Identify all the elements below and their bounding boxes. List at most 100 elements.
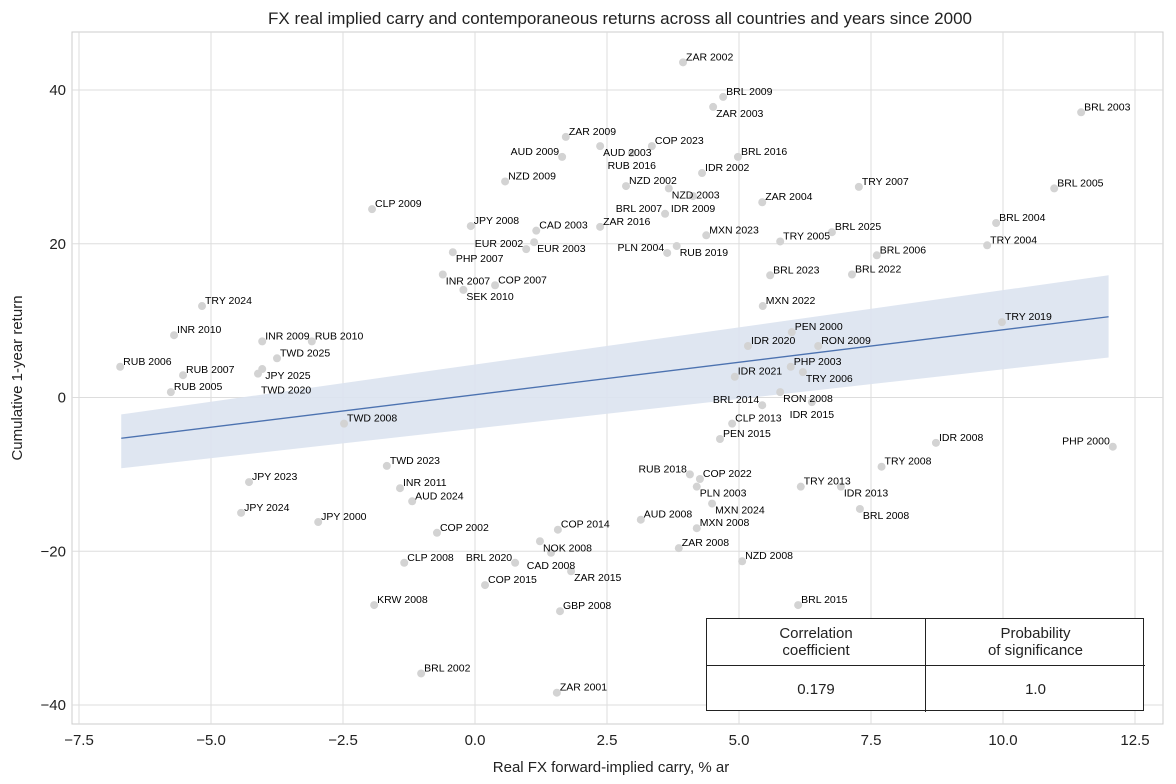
point-label: IDR 2020 xyxy=(751,335,796,347)
point-label: PLN 2004 xyxy=(617,242,664,254)
data-point xyxy=(547,548,556,557)
point-label: RUB 2018 xyxy=(638,463,687,475)
data-point xyxy=(847,270,856,279)
data-point xyxy=(758,401,767,410)
x-tick-label: 5.0 xyxy=(729,732,750,749)
data-point xyxy=(674,544,683,553)
point-label: TRY 2005 xyxy=(783,230,830,242)
data-point xyxy=(685,470,694,479)
data-point xyxy=(730,372,739,381)
data-point xyxy=(245,478,254,487)
data-point xyxy=(522,245,531,254)
point-label: BRL 2015 xyxy=(801,594,847,606)
data-point xyxy=(983,241,992,250)
point-label: NZD 2003 xyxy=(672,189,720,201)
point-label: RUB 2016 xyxy=(608,160,657,172)
header-correlation: Correlation coefficient xyxy=(707,619,926,666)
point-label: RON 2008 xyxy=(783,393,833,405)
point-label: BRL 2007 xyxy=(616,203,662,215)
data-point xyxy=(836,482,845,491)
data-point xyxy=(481,581,490,590)
confidence-band xyxy=(121,275,1109,469)
data-point xyxy=(501,177,510,186)
y-tick-label: −40 xyxy=(41,697,66,714)
data-point xyxy=(258,337,267,346)
data-point xyxy=(931,438,940,447)
point-label: BRL 2025 xyxy=(835,221,881,233)
data-point xyxy=(733,152,742,161)
data-point xyxy=(692,524,701,533)
data-point xyxy=(743,341,752,350)
data-point xyxy=(532,226,541,235)
data-point xyxy=(715,435,724,444)
point-label: MXN 2023 xyxy=(709,224,759,236)
data-point xyxy=(237,508,246,517)
point-label: COP 2022 xyxy=(703,468,752,480)
point-label: INR 2010 xyxy=(177,324,222,336)
y-tick-label: 40 xyxy=(49,82,66,99)
data-point xyxy=(1077,108,1086,117)
data-point xyxy=(787,328,796,337)
point-label: RUB 2010 xyxy=(315,330,364,342)
point-label: ZAR 2004 xyxy=(765,191,812,203)
data-point xyxy=(459,285,468,294)
data-point xyxy=(758,302,767,311)
data-point xyxy=(827,228,836,237)
point-label: TRY 2007 xyxy=(862,176,909,188)
point-label: TWD 2025 xyxy=(280,347,330,359)
point-label: CAD 2003 xyxy=(539,220,588,232)
point-label: ZAR 2015 xyxy=(574,572,621,584)
x-tick-label: −5.0 xyxy=(196,732,226,749)
point-label: MXN 2008 xyxy=(700,517,750,529)
point-label: CLP 2009 xyxy=(375,198,422,210)
point-label: RUB 2006 xyxy=(123,356,172,368)
point-label: SEK 2010 xyxy=(466,291,513,303)
data-point xyxy=(368,205,377,214)
data-point xyxy=(400,558,409,567)
data-point xyxy=(553,525,562,534)
data-point xyxy=(530,238,539,247)
stats-table: Correlation coefficient Probability of s… xyxy=(706,618,1145,712)
data-point xyxy=(672,242,681,251)
point-label: AUD 2008 xyxy=(644,509,693,521)
point-label: MXN 2022 xyxy=(766,295,816,307)
point-label: PEN 2015 xyxy=(723,428,771,440)
point-label: IDR 2009 xyxy=(671,203,716,215)
point-label: GBP 2008 xyxy=(563,600,611,612)
y-tick-label: −20 xyxy=(41,543,66,560)
header-probability: Probability of significance xyxy=(926,619,1145,666)
point-label: TRY 2013 xyxy=(804,476,851,488)
data-point xyxy=(396,484,405,493)
data-point xyxy=(776,388,785,397)
point-label: NZD 2008 xyxy=(745,550,793,562)
point-label: ZAR 2016 xyxy=(603,216,650,228)
point-label: ZAR 2002 xyxy=(686,51,733,63)
point-label: BRL 2022 xyxy=(855,264,901,276)
data-point xyxy=(766,271,775,280)
point-label: COP 2015 xyxy=(488,574,537,586)
data-point xyxy=(786,362,795,371)
point-label: TWD 2023 xyxy=(390,455,440,467)
data-point xyxy=(314,518,323,527)
data-point xyxy=(758,198,767,207)
point-label: ZAR 2009 xyxy=(569,126,616,138)
y-tick-label: 20 xyxy=(49,236,66,253)
point-label: JPY 2023 xyxy=(252,471,298,483)
data-point xyxy=(679,58,688,67)
point-label: COP 2014 xyxy=(561,519,610,531)
data-point xyxy=(556,607,565,616)
point-label: MXN 2024 xyxy=(715,505,765,517)
point-label: TRY 2004 xyxy=(990,234,1037,246)
point-label: INR 2009 xyxy=(265,330,310,342)
point-label: NZD 2009 xyxy=(508,170,556,182)
y-tick-label: 0 xyxy=(58,390,66,407)
point-label: IDR 2008 xyxy=(939,432,984,444)
point-label: NZD 2002 xyxy=(629,175,677,187)
data-point xyxy=(370,601,379,610)
point-label: PHP 2000 xyxy=(1062,436,1110,448)
data-point xyxy=(596,222,605,231)
point-label: AUD 2009 xyxy=(511,146,560,158)
data-point xyxy=(408,497,417,506)
data-point xyxy=(647,142,656,151)
